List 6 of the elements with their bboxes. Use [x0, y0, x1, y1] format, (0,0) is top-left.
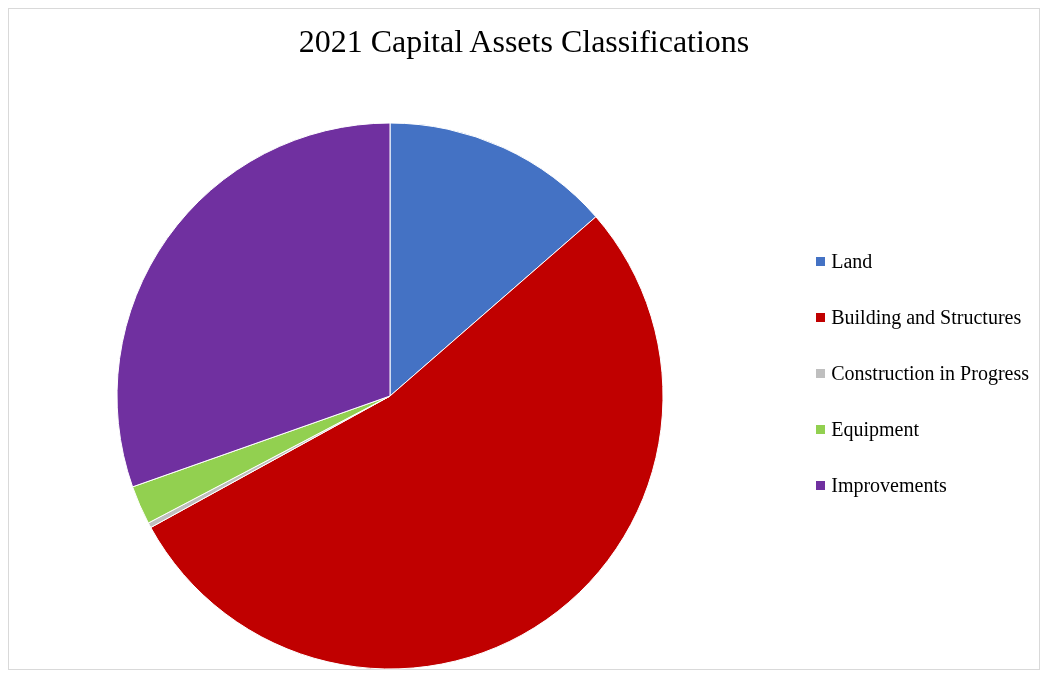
legend-label: Construction in Progress — [831, 361, 1029, 387]
legend-label: Land — [831, 249, 873, 274]
legend-label: Improvements — [831, 473, 947, 499]
legend-label: Building and Structures — [831, 305, 1022, 331]
chart-title: 2021 Capital Assets Classifications — [297, 22, 751, 61]
legend-label: Equipment — [831, 417, 919, 443]
